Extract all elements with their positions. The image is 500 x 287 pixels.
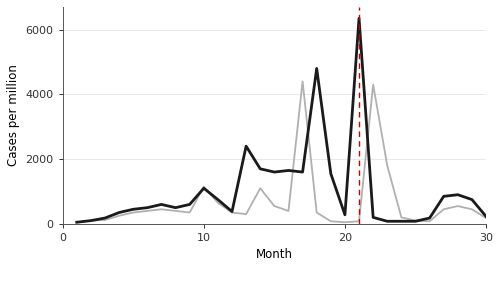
Y-axis label: Cases per million: Cases per million [7,65,20,166]
X-axis label: Month: Month [256,249,293,261]
